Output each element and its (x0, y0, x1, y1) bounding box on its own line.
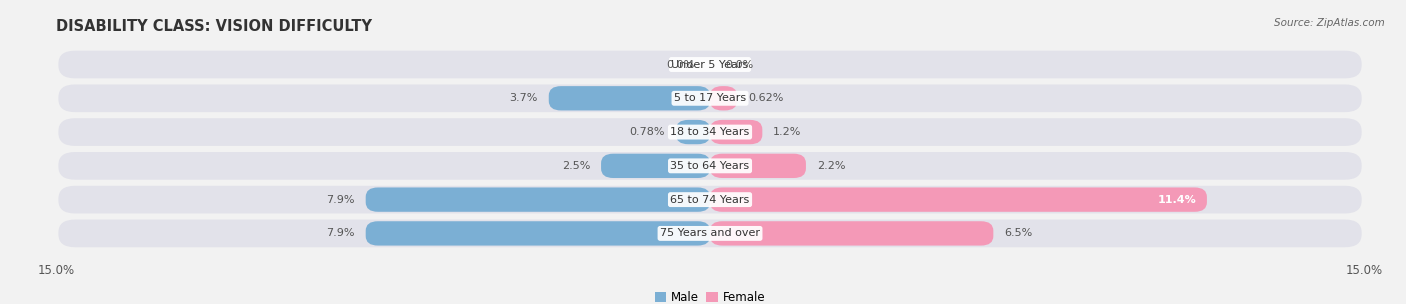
FancyBboxPatch shape (59, 219, 1361, 247)
FancyBboxPatch shape (710, 86, 737, 110)
FancyBboxPatch shape (59, 152, 1361, 180)
Text: 0.0%: 0.0% (725, 60, 754, 70)
FancyBboxPatch shape (548, 86, 710, 110)
Text: 18 to 34 Years: 18 to 34 Years (671, 127, 749, 137)
Text: 0.0%: 0.0% (666, 60, 695, 70)
Text: 1.2%: 1.2% (773, 127, 801, 137)
FancyBboxPatch shape (59, 118, 1361, 146)
FancyBboxPatch shape (59, 85, 1361, 112)
FancyBboxPatch shape (59, 51, 1361, 78)
FancyBboxPatch shape (710, 120, 762, 144)
Text: Under 5 Years: Under 5 Years (672, 60, 748, 70)
Text: 75 Years and over: 75 Years and over (659, 228, 761, 238)
Text: 65 to 74 Years: 65 to 74 Years (671, 195, 749, 205)
Legend: Male, Female: Male, Female (650, 287, 770, 304)
Text: 7.9%: 7.9% (326, 195, 354, 205)
Text: Source: ZipAtlas.com: Source: ZipAtlas.com (1274, 18, 1385, 28)
Text: 3.7%: 3.7% (509, 93, 538, 103)
Text: 6.5%: 6.5% (1004, 228, 1032, 238)
FancyBboxPatch shape (602, 154, 710, 178)
Text: 35 to 64 Years: 35 to 64 Years (671, 161, 749, 171)
FancyBboxPatch shape (366, 221, 710, 246)
Text: DISABILITY CLASS: VISION DIFFICULTY: DISABILITY CLASS: VISION DIFFICULTY (56, 19, 373, 34)
FancyBboxPatch shape (366, 188, 710, 212)
Text: 5 to 17 Years: 5 to 17 Years (673, 93, 747, 103)
FancyBboxPatch shape (710, 154, 806, 178)
Text: 7.9%: 7.9% (326, 228, 354, 238)
FancyBboxPatch shape (676, 120, 710, 144)
Text: 2.5%: 2.5% (562, 161, 591, 171)
Text: 2.2%: 2.2% (817, 161, 845, 171)
FancyBboxPatch shape (710, 188, 1206, 212)
Text: 0.62%: 0.62% (748, 93, 783, 103)
FancyBboxPatch shape (710, 221, 993, 246)
FancyBboxPatch shape (59, 186, 1361, 213)
Text: 0.78%: 0.78% (630, 127, 665, 137)
Text: 11.4%: 11.4% (1157, 195, 1197, 205)
